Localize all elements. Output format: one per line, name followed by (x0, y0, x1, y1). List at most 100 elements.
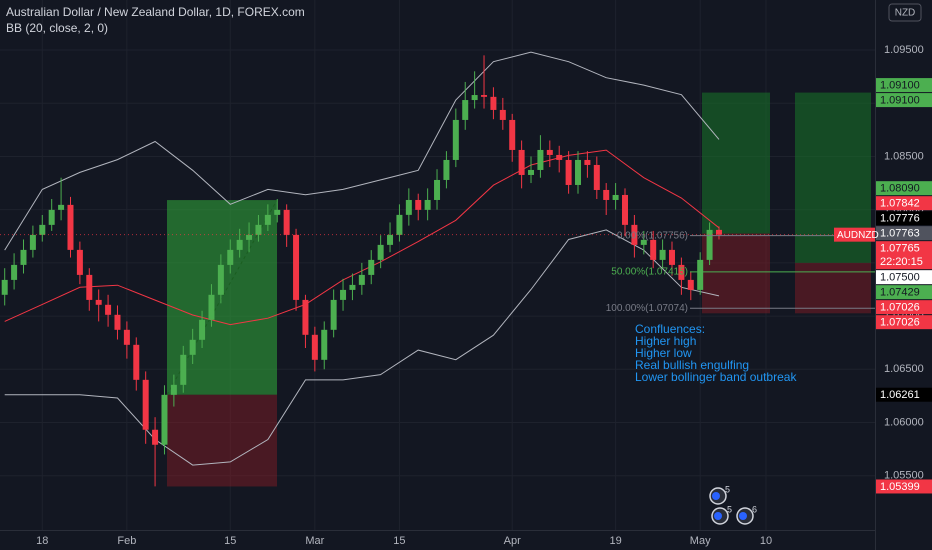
candle-body (170, 384, 177, 395)
event-count: 5 (725, 484, 730, 494)
candle-body (208, 294, 215, 320)
price-tag-label: 1.05399 (880, 481, 920, 493)
symbol-tag (834, 227, 875, 242)
candle-body (678, 264, 685, 280)
candle-body (39, 224, 46, 235)
candle-body (518, 149, 525, 175)
y-tick-label: 1.05500 (884, 470, 924, 482)
annotation-line: Confluences: (635, 322, 705, 336)
candle-body (293, 234, 300, 300)
event-flag (739, 512, 747, 520)
price-tag (876, 226, 932, 241)
candle-body (368, 259, 375, 275)
candle-body (264, 214, 271, 225)
price-tag-label: 1.09100 (880, 94, 920, 106)
candle-body (396, 214, 403, 235)
annotation-line: Higher high (635, 334, 696, 348)
candle-body (631, 224, 638, 245)
candle-body (668, 249, 675, 265)
candle-body (123, 329, 130, 345)
price-tag (876, 196, 932, 211)
currency-label[interactable]: NZD (895, 8, 916, 19)
candle-body (20, 249, 27, 265)
x-tick-label: Feb (117, 535, 136, 547)
price-tag-label: 1.07500 (880, 272, 920, 284)
price-tag-label: 1.07026 (880, 302, 920, 314)
price-tag-label: 1.06261 (880, 389, 920, 401)
candle-body (133, 344, 140, 380)
candle-body (603, 189, 610, 200)
candle-body (330, 299, 337, 330)
x-tick-label: Mar (305, 535, 324, 547)
price-tag-label: 1.08090 (880, 183, 920, 195)
candle-body (29, 234, 36, 250)
candle-body (321, 329, 328, 360)
candle-body (377, 244, 384, 260)
y-tick-label: 1.06500 (884, 363, 924, 375)
events: 5 5 6 (709, 484, 757, 525)
price-tag (876, 211, 932, 226)
x-tick-label: 15 (393, 535, 405, 547)
event-count: 5 (727, 504, 732, 514)
price-tag (876, 285, 932, 300)
profit-zone (702, 92, 770, 234)
chart-title: Australian Dollar / New Zealand Dollar, … (6, 5, 305, 19)
candle-body (387, 234, 394, 245)
candle-body (1, 279, 8, 295)
indicator-label: BB (20, close, 2, 0) (6, 21, 108, 35)
fib-label: 0.00%(1.07756) (617, 230, 688, 241)
y-tick-label: 1.06000 (884, 416, 924, 428)
candle-body (528, 169, 535, 175)
fib-label: 100.00%(1.07074) (606, 303, 688, 314)
price-tag (876, 315, 932, 330)
candle-body (302, 299, 309, 335)
price-tag (876, 479, 932, 494)
candle-body (434, 179, 441, 200)
candle-body (189, 339, 196, 355)
currency-box[interactable] (888, 3, 922, 22)
candle-body (95, 299, 102, 305)
candle-body (622, 194, 628, 225)
candle-body (462, 100, 469, 120)
price-tag (876, 300, 932, 315)
annotation-line: Lower bollinger band outbreak (635, 370, 797, 384)
candle-body (697, 259, 704, 290)
last-price-tag (876, 241, 932, 270)
candle-body (509, 119, 516, 150)
candle-body (443, 159, 450, 180)
candle-body (546, 149, 553, 155)
candle-body (424, 199, 431, 210)
candle-body (415, 199, 422, 210)
candle-body (706, 229, 713, 260)
candle-body (593, 164, 600, 190)
candle-body (246, 234, 253, 240)
price-tag-label: 1.07763 (880, 228, 920, 240)
candle-body (659, 249, 666, 260)
candle-body (499, 109, 506, 120)
candle-body (199, 319, 206, 340)
price-tag-label: 1.09100 (880, 79, 920, 91)
band-line (4, 51, 720, 251)
candle-body (236, 239, 243, 250)
x-tick-label: 18 (36, 535, 48, 547)
candle-body (227, 249, 234, 265)
candle-body (152, 429, 159, 445)
candle-body (67, 204, 74, 250)
x-tick-label: 15 (224, 535, 236, 547)
candle-body (349, 284, 356, 290)
x-tick-label: 10 (760, 535, 772, 547)
x-tick-label: May (690, 535, 711, 547)
candle-body (255, 224, 262, 235)
fib-label: 50.00%(1.07415) (611, 267, 688, 278)
price-tag-label: 1.07026 (880, 317, 920, 329)
candle-body (340, 289, 347, 300)
candle-body (650, 239, 657, 260)
last-price-label: 1.07765 (880, 243, 920, 255)
candle-body (11, 264, 18, 280)
x-tick-label: 19 (609, 535, 621, 547)
loss-zone (795, 262, 871, 314)
loss-zone (702, 233, 770, 314)
candle-body (180, 354, 187, 385)
candle-body (481, 95, 488, 97)
symbol-label: AUDNZD (837, 230, 879, 241)
